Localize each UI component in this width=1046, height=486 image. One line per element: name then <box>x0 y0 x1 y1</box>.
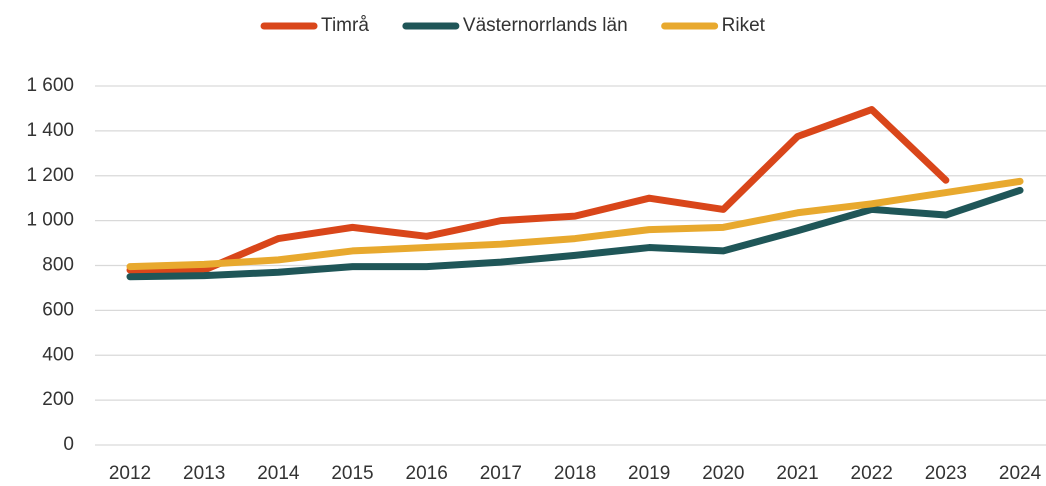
y-tick-label: 600 <box>42 299 74 320</box>
legend-label: Timrå <box>321 15 369 36</box>
x-tick-label: 2021 <box>776 463 818 484</box>
y-tick-label: 400 <box>42 344 74 365</box>
x-tick-label: 2012 <box>109 463 151 484</box>
x-tick-label: 2016 <box>406 463 448 484</box>
x-tick-label: 2015 <box>331 463 373 484</box>
x-tick-label: 2013 <box>183 463 225 484</box>
y-tick-label: 0 <box>63 434 74 455</box>
x-tick-label: 2020 <box>702 463 744 484</box>
legend-label: Riket <box>722 15 766 36</box>
x-tick-label: 2024 <box>999 463 1042 484</box>
legend-label: Västernorrlands län <box>463 15 628 36</box>
x-tick-label: 2018 <box>554 463 596 484</box>
x-tick-label: 2023 <box>925 463 967 484</box>
x-tick-label: 2014 <box>257 463 300 484</box>
x-tick-label: 2017 <box>480 463 522 484</box>
series-line <box>126 106 950 274</box>
series-line <box>126 177 1024 271</box>
y-tick-label: 1 600 <box>26 75 74 96</box>
y-tick-label: 800 <box>42 255 74 276</box>
x-tick-label: 2019 <box>628 463 670 484</box>
y-tick-label: 1 000 <box>26 210 74 231</box>
x-tick-label: 2022 <box>851 463 893 484</box>
y-tick-label: 1 200 <box>26 165 74 186</box>
series-line <box>126 186 1024 281</box>
y-tick-label: 1 400 <box>26 120 74 141</box>
y-tick-label: 200 <box>42 389 74 410</box>
